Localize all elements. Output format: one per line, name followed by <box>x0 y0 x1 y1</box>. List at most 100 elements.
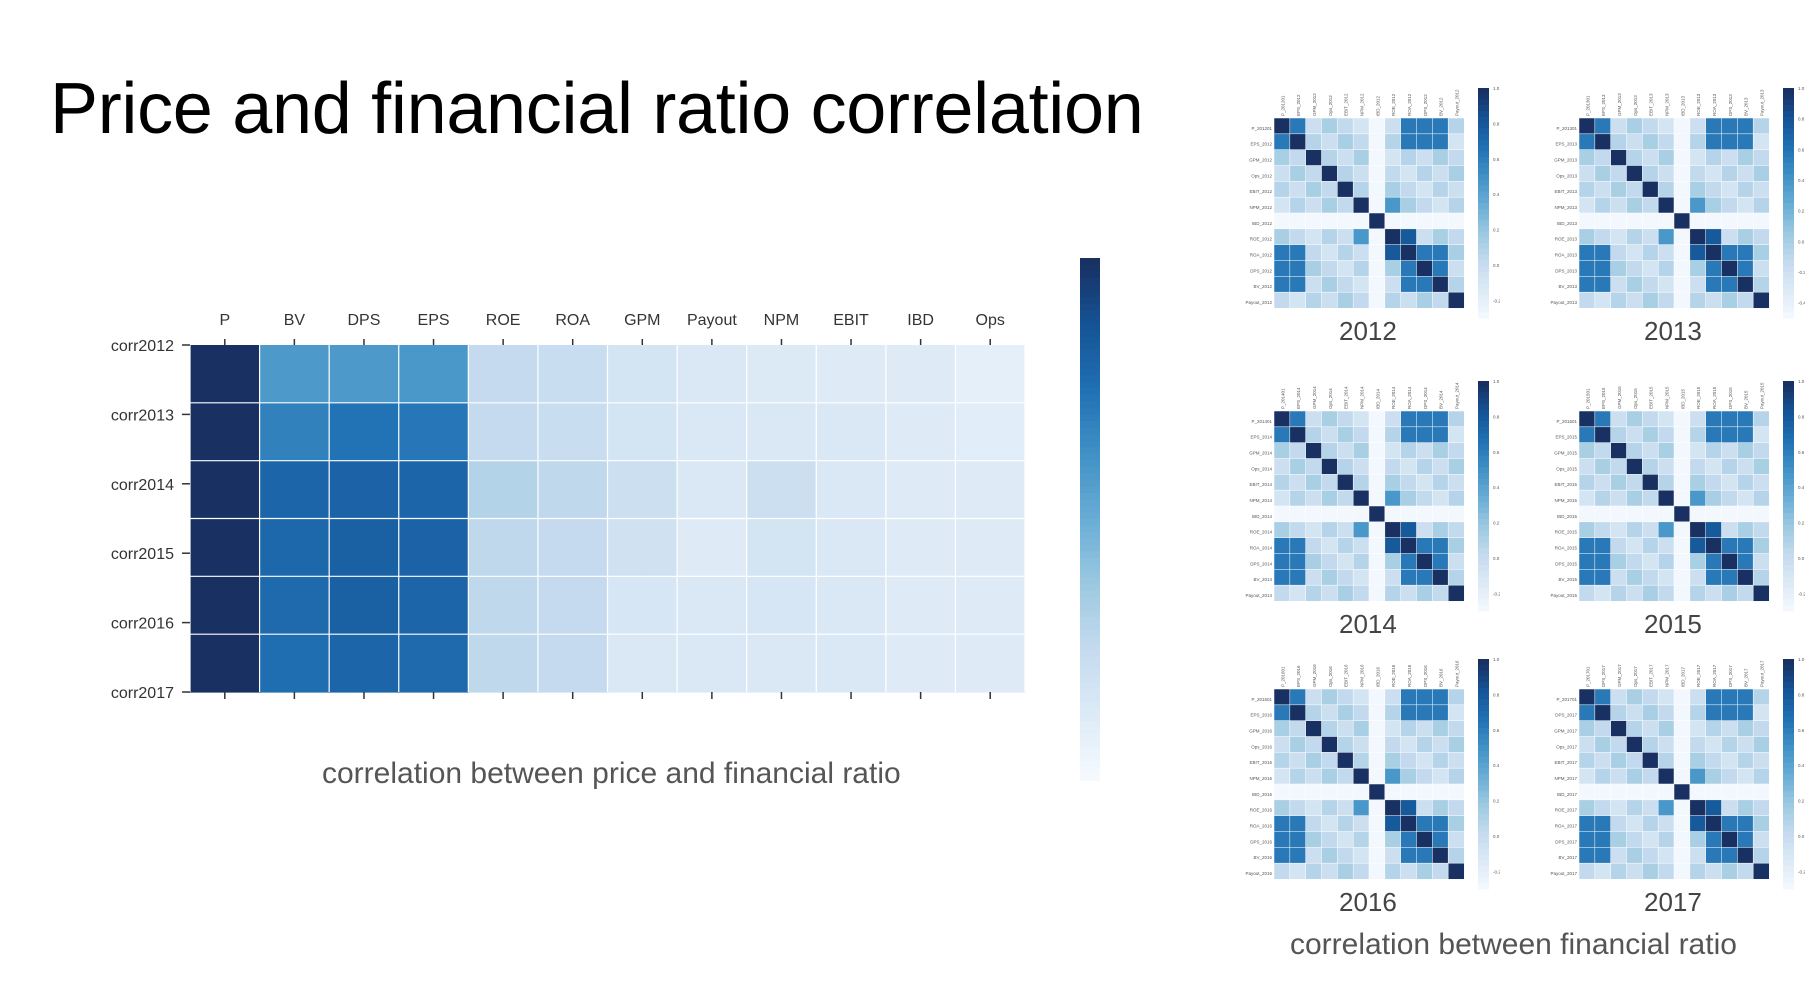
thumb-cell <box>1657 720 1675 738</box>
heatmap-cell-corr2014-Payout <box>711 460 748 520</box>
thumb-cell <box>1673 553 1691 570</box>
thumb-row-label: ROA_2017 <box>1555 824 1578 829</box>
thumb-row-label: Payout_2017 <box>1550 871 1577 876</box>
thumb-cell <box>1352 752 1370 769</box>
thumb-row-label: P_201301 <box>1556 126 1577 131</box>
thumb-colorbar-segment <box>1783 93 1794 100</box>
heatmap-cell-corr2014-P <box>224 460 261 520</box>
thumb-row-label: P_201201 <box>1251 126 1272 131</box>
thumb-cell <box>1352 244 1370 262</box>
thumb-cell <box>1352 426 1370 444</box>
thumb-colorbar-segment <box>1478 197 1489 204</box>
thumb-cell <box>1352 799 1370 817</box>
thumb-cell <box>1368 117 1386 135</box>
thumb-cell <box>1368 720 1386 738</box>
thumb-cell <box>1705 489 1723 507</box>
thumb-cell <box>1705 410 1723 428</box>
thumb-cell <box>1610 181 1628 198</box>
thumb-cell <box>1321 489 1338 507</box>
thumb-cell <box>1400 569 1418 586</box>
thumb-cell <box>1578 831 1596 848</box>
thumb-colorbar-label: 0.2 <box>1798 521 1805 526</box>
thumb-colorbar-segment <box>1783 99 1794 106</box>
colorbar-segment <box>1080 688 1100 696</box>
thumb-cell <box>1578 799 1596 817</box>
colorbar-segment <box>1080 258 1100 266</box>
thumb-cell <box>1416 815 1433 833</box>
thumb-cell <box>1626 704 1643 722</box>
thumb-cell <box>1578 537 1596 555</box>
thumb-colorbar-segment <box>1478 605 1489 612</box>
colorbar-segment <box>1080 773 1100 781</box>
thumb-cell <box>1305 847 1323 864</box>
thumb-cell <box>1752 767 1770 785</box>
thumb-cell <box>1578 458 1596 475</box>
thumb-cell <box>1737 553 1754 570</box>
thumb-colorbar-segment <box>1783 825 1794 832</box>
thumb-cell <box>1447 521 1465 539</box>
thumb-cell <box>1400 212 1418 230</box>
colorbar-segment <box>1080 747 1100 755</box>
thumb-colorbar-segment <box>1783 820 1794 827</box>
thumb-cell <box>1721 752 1738 769</box>
thumb-cell <box>1289 260 1307 277</box>
thumb-col-label: P_201301 <box>1585 95 1590 116</box>
thumb-cell <box>1594 521 1612 539</box>
thumb-cell <box>1289 133 1307 151</box>
thumb-cell <box>1594 260 1612 277</box>
thumb-cell <box>1721 783 1738 801</box>
thumb-cell <box>1594 688 1612 706</box>
thumb-col-label: BV_2015 <box>1744 390 1749 409</box>
thumb-cell <box>1721 584 1738 602</box>
thumb-cell <box>1578 569 1596 586</box>
thumb-colorbar-segment <box>1783 484 1794 491</box>
thumb-cell <box>1737 569 1754 586</box>
thumb-row-label: EPS_2016 <box>1250 713 1272 718</box>
thumb-cell <box>1337 736 1354 753</box>
heatmap-cell-corr2016-DPS <box>329 576 365 635</box>
thumb-colorbar-segment <box>1478 576 1489 583</box>
thumb-cell <box>1432 569 1449 586</box>
thumb-cell <box>1610 736 1628 753</box>
thumb-cell <box>1721 291 1738 309</box>
heatmap-cell-corr2013-ROE <box>503 402 539 462</box>
thumb-colorbar-segment <box>1478 277 1489 284</box>
thumb-col-label: ROA_2014 <box>1407 386 1412 409</box>
yearly-heatmap-2012: P_201201 P_201201 EPS_2012 EPS_2012 GPM_2012… <box>1240 82 1501 346</box>
thumb-cell <box>1737 165 1754 182</box>
thumb-colorbar-segment <box>1478 237 1489 244</box>
thumb-cell <box>1673 815 1691 833</box>
thumb-cell <box>1321 720 1338 738</box>
heatmap-cell-corr2017-DPS <box>329 634 365 693</box>
thumb-cell <box>1368 688 1386 706</box>
thumb-cell <box>1642 149 1659 167</box>
colorbar-segment <box>1080 564 1100 572</box>
thumb-cell <box>1400 426 1418 444</box>
thumb-cell <box>1432 489 1449 507</box>
thumb-cell <box>1689 474 1707 491</box>
thumb-cell <box>1273 426 1291 444</box>
thumb-cell <box>1737 276 1754 293</box>
colorbar-segment <box>1080 766 1100 775</box>
thumb-cell <box>1594 831 1612 848</box>
heatmap-cell-corr2017-GPM <box>642 634 678 693</box>
thumb-cell <box>1273 847 1291 864</box>
heatmap-cell-corr2013-EPS <box>433 402 469 462</box>
heatmap-cell-corr2016-ROE <box>468 576 504 635</box>
thumb-cell <box>1400 165 1418 182</box>
heatmap-cell-corr2013-GPM <box>642 402 678 462</box>
thumb-cell <box>1368 783 1386 801</box>
thumb-cell <box>1642 736 1659 753</box>
thumb-cell <box>1416 458 1433 475</box>
thumb-row-label: EPS_2014 <box>1250 435 1272 440</box>
thumb-cell <box>1642 117 1659 135</box>
thumb-cell <box>1384 862 1402 880</box>
heatmap-cell-corr2013-GPM <box>607 402 643 462</box>
thumb-cell <box>1400 783 1418 801</box>
thumb-cell <box>1273 862 1291 880</box>
thumb-cell <box>1321 426 1338 444</box>
thumb-row-label: DPS_2016 <box>1250 839 1272 844</box>
thumb-cell <box>1273 704 1291 722</box>
heatmap-cell-corr2012-EPS <box>433 345 469 404</box>
thumb-colorbar-segment <box>1478 381 1489 388</box>
